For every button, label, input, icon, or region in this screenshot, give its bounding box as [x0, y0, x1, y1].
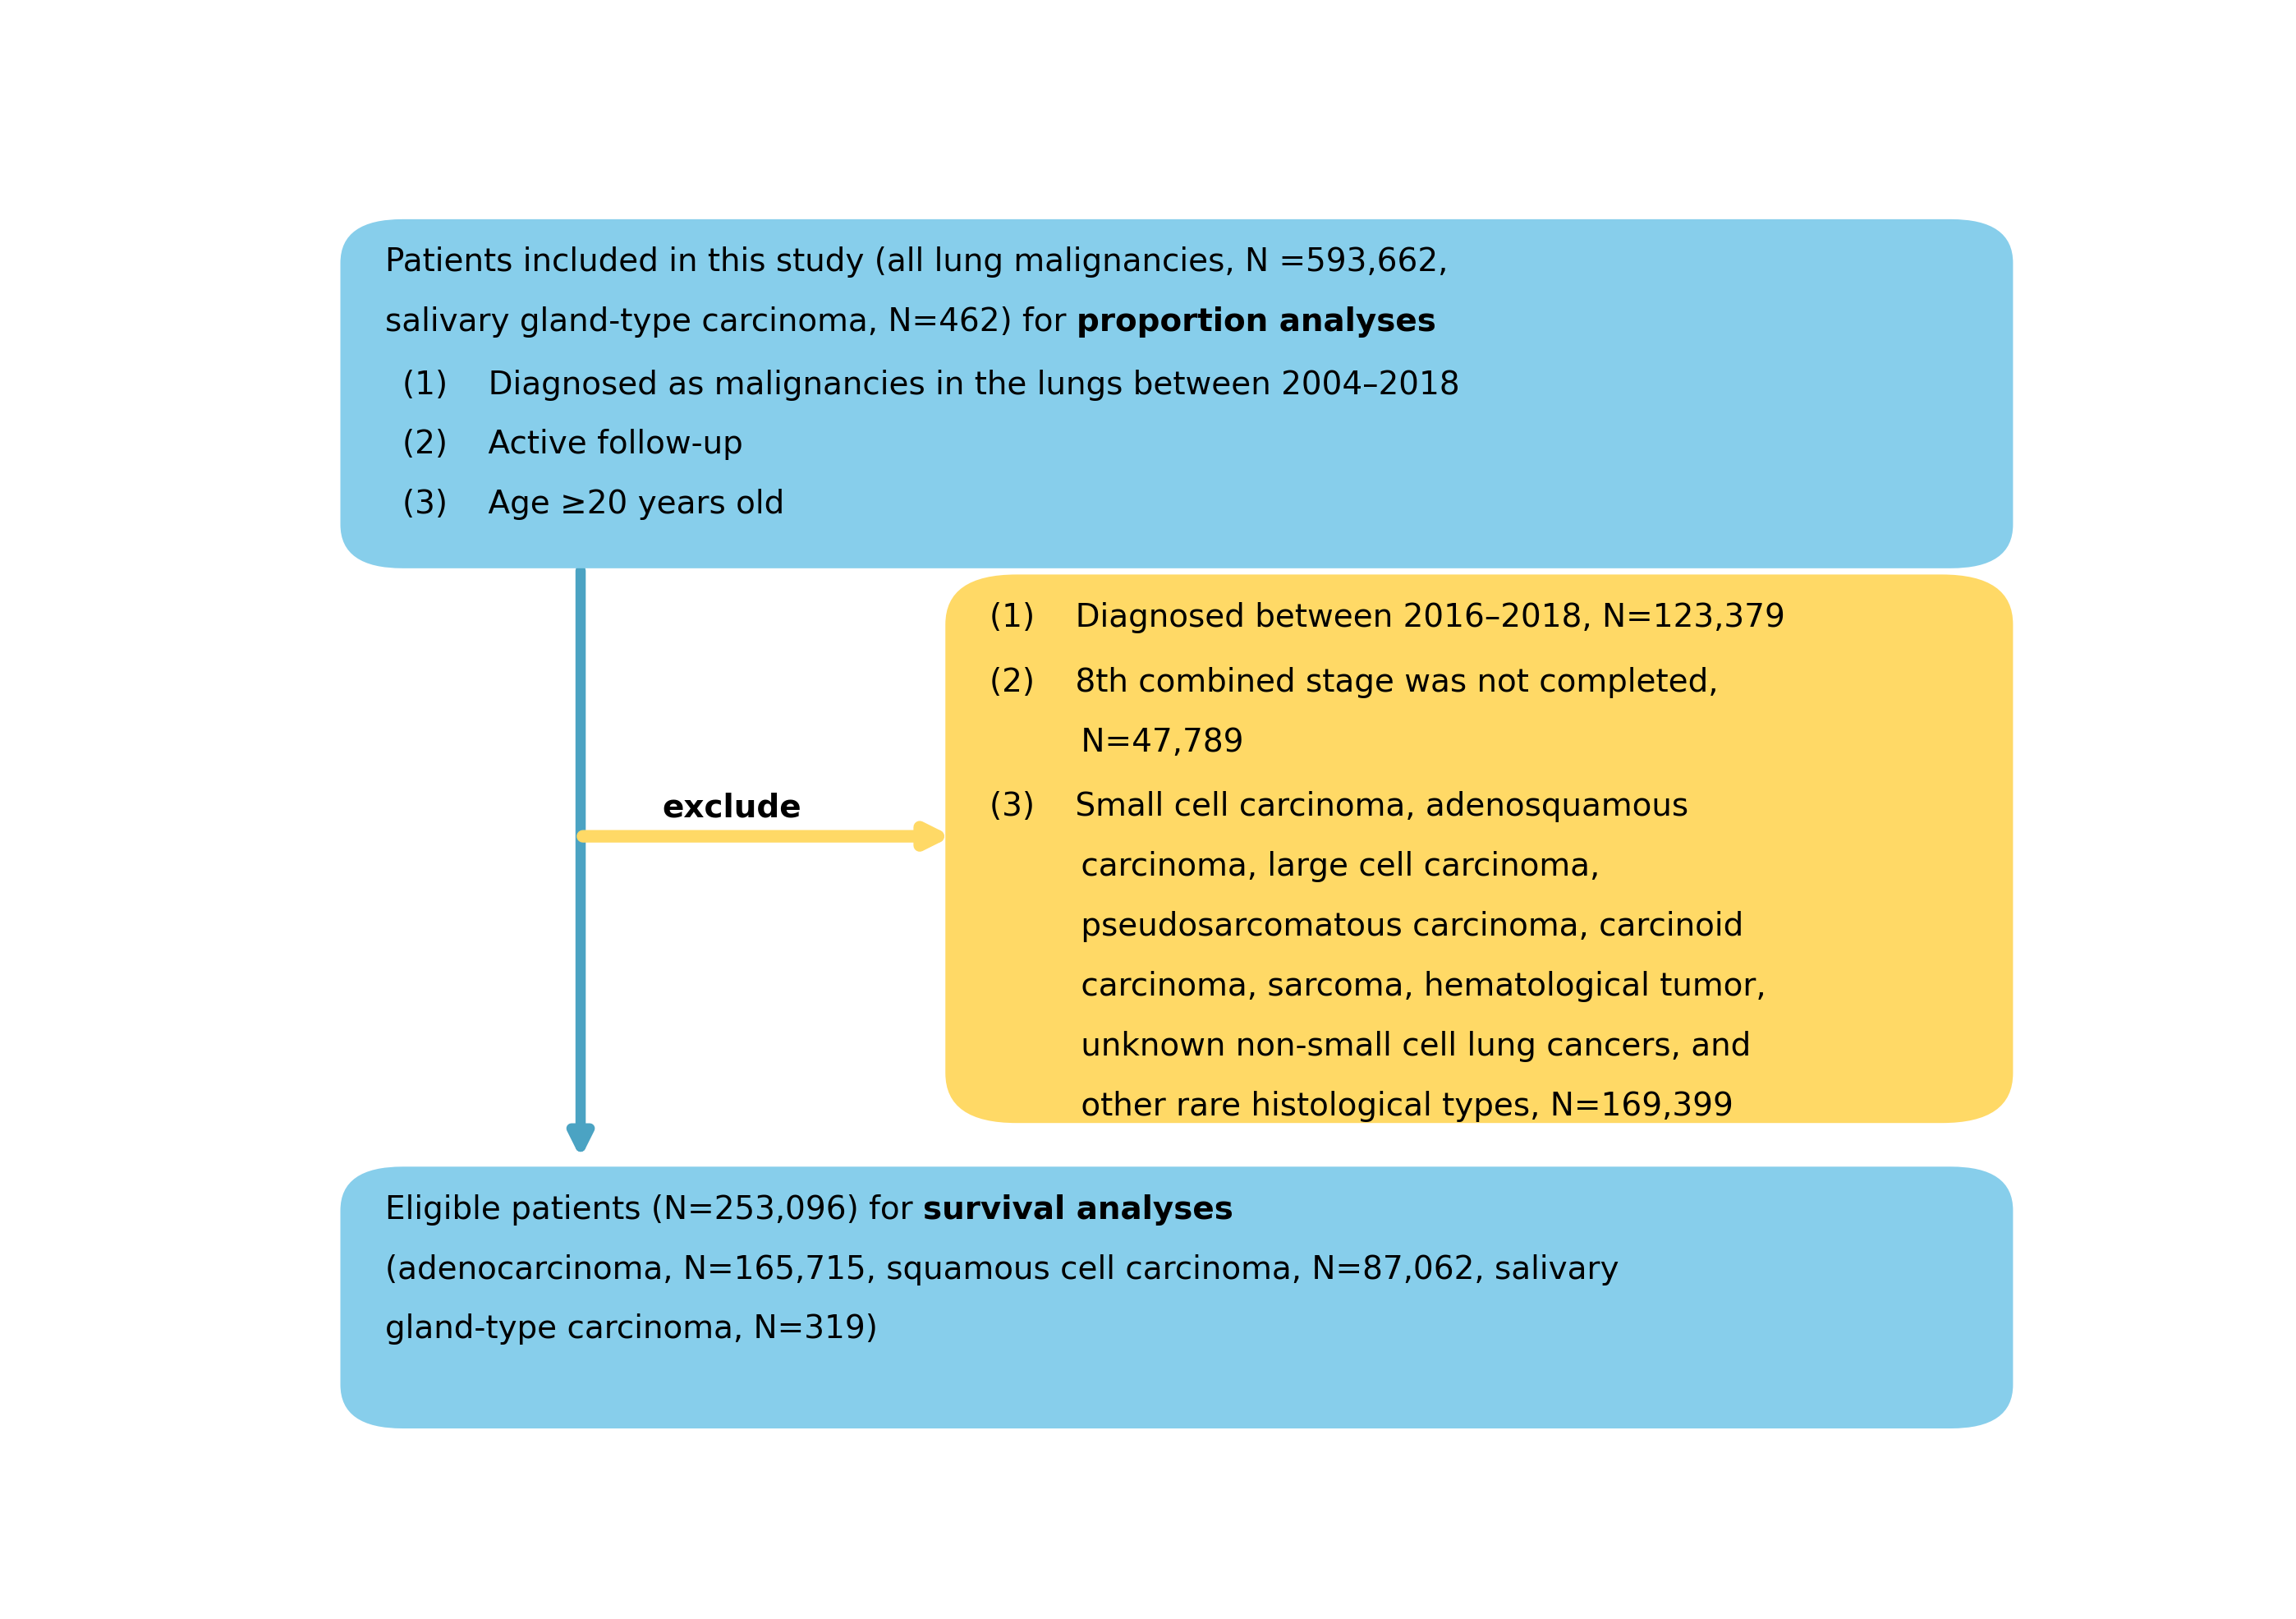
- Text: (adenocarcinoma, N=165,715, squamous cell carcinoma, N=87,062, salivary: (adenocarcinoma, N=165,715, squamous cel…: [386, 1253, 1619, 1285]
- FancyBboxPatch shape: [340, 1167, 2014, 1428]
- Text: (3)    Age ≥20 years old: (3) Age ≥20 years old: [402, 489, 785, 520]
- Text: (2)    8th combined stage was not completed,: (2) 8th combined stage was not completed…: [990, 667, 1720, 698]
- Text: survival analyses: survival analyses: [923, 1195, 1233, 1226]
- Text: pseudosarcomatous carcinoma, carcinoid: pseudosarcomatous carcinoma, carcinoid: [990, 911, 1745, 942]
- Text: carcinoma, sarcoma, hematological tumor,: carcinoma, sarcoma, hematological tumor,: [990, 971, 1766, 1002]
- Text: gland-type carcinoma, N=319): gland-type carcinoma, N=319): [386, 1313, 877, 1345]
- FancyBboxPatch shape: [946, 575, 2014, 1124]
- FancyBboxPatch shape: [340, 219, 2014, 568]
- Text: other rare histological types, N=169,399: other rare histological types, N=169,399: [990, 1091, 1733, 1122]
- Text: Eligible patients (N=253,096) for: Eligible patients (N=253,096) for: [386, 1195, 923, 1226]
- Text: (1)    Diagnosed as malignancies in the lungs between 2004–2018: (1) Diagnosed as malignancies in the lun…: [402, 369, 1460, 400]
- Text: proportion analyses: proportion analyses: [1077, 306, 1435, 338]
- Text: carcinoma, large cell carcinoma,: carcinoma, large cell carcinoma,: [990, 852, 1600, 882]
- Text: salivary gland-type carcinoma, N=462) for: salivary gland-type carcinoma, N=462) fo…: [386, 306, 1077, 338]
- Text: N=47,789: N=47,789: [990, 727, 1244, 758]
- Text: (3)    Small cell carcinoma, adenosquamous: (3) Small cell carcinoma, adenosquamous: [990, 792, 1690, 822]
- Text: exclude: exclude: [661, 793, 801, 824]
- Text: (2)    Active follow-up: (2) Active follow-up: [402, 429, 744, 460]
- Text: Patients included in this study (all lung malignancies, N =593,662,: Patients included in this study (all lun…: [386, 246, 1449, 278]
- Text: (1)    Diagnosed between 2016–2018, N=123,379: (1) Diagnosed between 2016–2018, N=123,3…: [990, 602, 1786, 633]
- Text: unknown non-small cell lung cancers, and: unknown non-small cell lung cancers, and: [990, 1031, 1752, 1062]
